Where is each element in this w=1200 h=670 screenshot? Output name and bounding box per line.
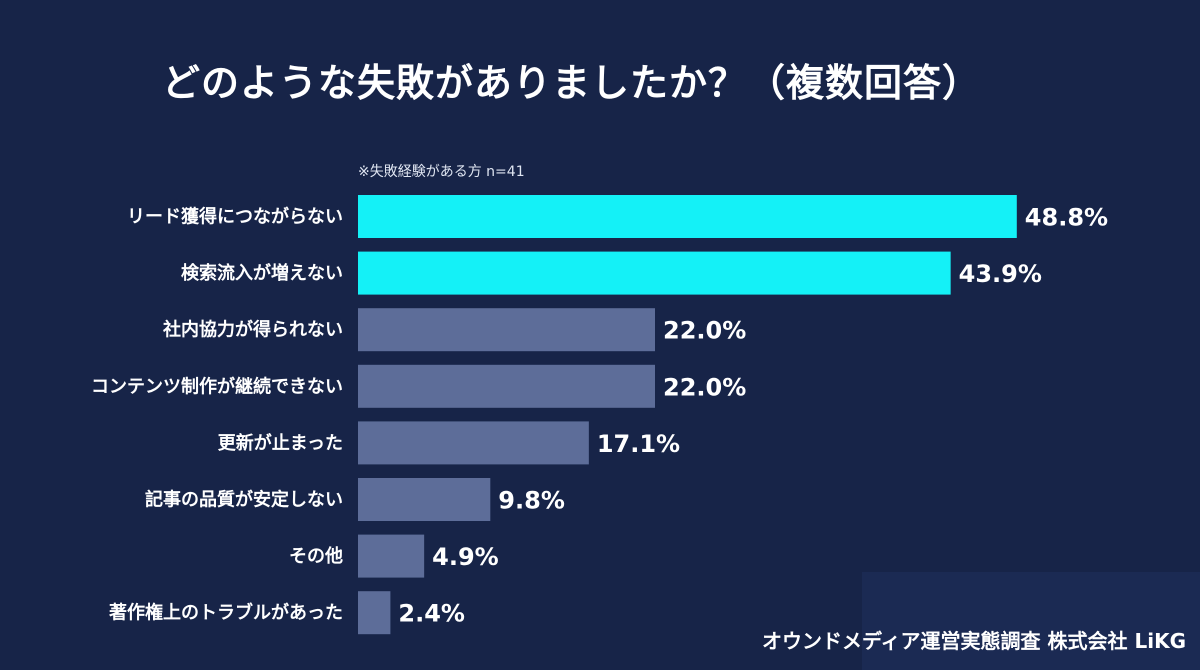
value-label-7: 4.9% xyxy=(432,543,499,571)
bar-1 xyxy=(358,195,1017,238)
footer-credit: オウンドメディア運営実態調査 株式会社 LiKG xyxy=(761,629,1186,653)
bar-7 xyxy=(358,534,425,578)
bar-5 xyxy=(358,421,589,465)
bar-6 xyxy=(358,478,491,521)
category-label-5: 更新が止まった xyxy=(218,432,343,454)
value-label-6: 9.8% xyxy=(498,487,565,515)
footer-panel xyxy=(862,572,1200,670)
value-label-5: 17.1% xyxy=(597,430,680,458)
category-label-4: コンテンツ制作が継続できない xyxy=(91,375,343,397)
category-label-8: 著作権上のトラブルがあった xyxy=(108,602,343,624)
bar-8 xyxy=(358,591,391,635)
sample-note: ※失敗経験がある方 n=41 xyxy=(358,164,525,180)
bar-3 xyxy=(358,308,655,352)
bar-2 xyxy=(358,251,951,295)
category-label-3: 社内協力が得られない xyxy=(163,319,343,341)
value-label-1: 48.8% xyxy=(1025,204,1108,232)
bar-4 xyxy=(358,364,655,408)
value-label-8: 2.4% xyxy=(398,600,465,628)
category-label-1: リード獲得につながらない xyxy=(127,206,343,228)
category-label-7: その他 xyxy=(289,545,343,567)
value-label-2: 43.9% xyxy=(959,260,1042,288)
value-label-4: 22.0% xyxy=(663,373,746,401)
category-label-2: 検索流入が増えない xyxy=(181,262,343,284)
category-label-6: 記事の品質が安定しない xyxy=(145,489,343,511)
value-label-3: 22.0% xyxy=(663,317,746,345)
chart-title: どのような失敗がありましたか？（複数回答） xyxy=(161,61,981,105)
